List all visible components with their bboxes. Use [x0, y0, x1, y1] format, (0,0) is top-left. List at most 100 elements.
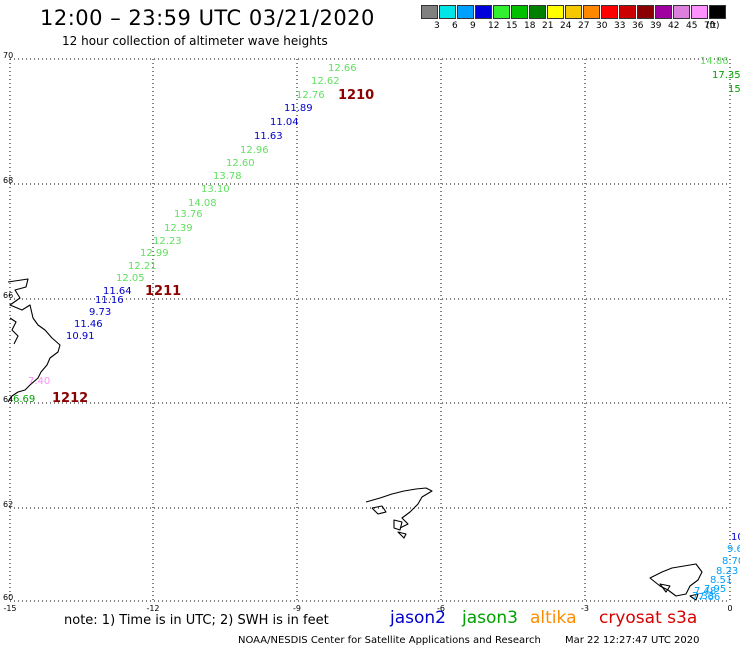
mission-jason3: jason3 — [462, 608, 518, 628]
legend-swatch — [529, 5, 546, 19]
swh-reading: 17.35 — [712, 70, 740, 81]
legend-swatch — [691, 5, 708, 19]
swh-reading: 14.08 — [188, 198, 217, 209]
legend-swatch — [475, 5, 492, 19]
legend-unit: (ft) — [706, 21, 720, 31]
legend-label: 3 — [434, 21, 440, 31]
legend-label: 33 — [614, 21, 626, 31]
legend-swatch — [655, 5, 672, 19]
page-title: 12:00 – 23:59 UTC 03/21/2020 — [40, 6, 375, 30]
swh-reading: 12.60 — [226, 158, 255, 169]
coastline-path — [649, 563, 703, 597]
swh-reading: 8.70 — [722, 556, 740, 567]
y-tick-label: 60 — [3, 593, 13, 602]
swh-reading: 7.95 — [704, 584, 726, 595]
coastline-path — [659, 583, 671, 593]
coastline-path — [397, 531, 407, 539]
swh-reading: 13.78 — [213, 171, 242, 182]
swh-reading: 12.99 — [140, 248, 169, 259]
coastline-path — [7, 278, 61, 403]
coastline-path — [365, 487, 433, 529]
y-tick-label: 62 — [3, 500, 13, 509]
swh-reading: 11.89 — [284, 103, 313, 114]
swh-reading: 12.39 — [164, 223, 193, 234]
coastline-path — [689, 593, 699, 601]
coastline-path — [393, 519, 403, 531]
swh-reading: 11.16 — [95, 295, 124, 306]
coastline-path — [371, 505, 387, 515]
swh-reading: 7.48 — [694, 586, 716, 597]
swh-reading: 10.91 — [66, 331, 95, 342]
axis-labels: -15 -12 -9 -6 -3 0 70 68 66 64 62 60 — [3, 51, 733, 613]
swh-reading: 8.51 — [710, 575, 732, 586]
swh-reading: 7.66 — [698, 592, 720, 603]
swh-reading: 11.64 — [103, 286, 132, 297]
legend-label: 24 — [560, 21, 572, 31]
legend-label: 12 — [488, 21, 500, 31]
legend-swatch — [565, 5, 582, 19]
mission-altika: altika — [530, 608, 577, 628]
legend-swatch — [619, 5, 636, 19]
swh-reading: 11.46 — [74, 319, 103, 330]
legend-swatch — [583, 5, 600, 19]
y-tick-label: 64 — [3, 395, 13, 404]
legend-swatch — [709, 5, 726, 19]
swh-reading: 14.86 — [700, 56, 729, 67]
swh-reading: 7.33 — [692, 591, 714, 602]
legend-swatch — [673, 5, 690, 19]
credit-line: NOAA/NESDIS Center for Satellite Applica… — [238, 635, 541, 646]
swh-reading: 9.73 — [89, 307, 111, 318]
legend-label: 30 — [596, 21, 608, 31]
legend-label: 18 — [524, 21, 536, 31]
lat-lon-grid — [9, 58, 731, 602]
swh-reading: 12.62 — [311, 76, 340, 87]
legend-swatch — [421, 5, 438, 19]
legend-label: 21 — [542, 21, 554, 31]
swh-reading: 12.96 — [240, 145, 269, 156]
legend-label: 39 — [650, 21, 662, 31]
x-tick-label: -6 — [437, 604, 445, 613]
footnote: note: 1) Time is in UTC; 2) SWH is in fe… — [64, 613, 329, 628]
pass-label: 1212 — [52, 391, 88, 406]
legend-swatch — [457, 5, 474, 19]
pass-labels: 1210 1211 1212 — [52, 88, 374, 406]
swh-reading: 9.6 — [727, 544, 740, 555]
x-tick-label: -12 — [146, 604, 159, 613]
x-tick-label: -9 — [293, 604, 301, 613]
legend-label: 27 — [578, 21, 590, 31]
swh-reading: 12.76 — [296, 90, 325, 101]
swh-reading: 10 — [731, 532, 740, 543]
swh-reading: 12.05 — [116, 273, 145, 284]
swh-reading: 13.10 — [201, 184, 230, 195]
swh-reading: 8.23 — [716, 566, 738, 577]
legend-label: 9 — [470, 21, 476, 31]
swh-readings: 12.66 12.62 12.76 11.89 11.04 11.63 12.96 12.60… — [13, 56, 740, 603]
y-tick-label: 68 — [3, 176, 13, 185]
legend-label: 42 — [668, 21, 680, 31]
legend-label: 36 — [632, 21, 644, 31]
x-tick-label: -15 — [3, 604, 16, 613]
color-scale-legend: 3 6 9 12 15 18 21 24 27 30 33 36 39 42 45 70 (ft) — [421, 5, 727, 35]
legend-label: 70 — [704, 21, 716, 31]
x-tick-label: -3 — [581, 604, 589, 613]
swh-reading: 12.21 — [128, 261, 157, 272]
legend-swatch — [493, 5, 510, 19]
page-subtitle: 12 hour collection of altimeter wave hei… — [62, 34, 328, 48]
legend-swatch — [439, 5, 456, 19]
swh-reading: 15 — [728, 84, 740, 95]
y-tick-label: 66 — [3, 291, 13, 300]
generated-timestamp: Mar 22 12:27:47 UTC 2020 — [565, 635, 700, 646]
swh-reading: 13.76 — [174, 209, 203, 220]
legend-swatch — [637, 5, 654, 19]
y-tick-label: 70 — [3, 51, 13, 60]
coastline-path — [9, 317, 19, 345]
mission-cryosat: cryosat s3a — [599, 608, 698, 628]
swh-reading: 12.66 — [328, 63, 357, 74]
pass-label: 1210 — [338, 88, 374, 103]
x-tick-label: 0 — [727, 604, 732, 613]
swh-reading: 6.69 — [13, 394, 35, 405]
coastlines — [7, 278, 703, 601]
legend-label: 15 — [506, 21, 518, 31]
legend-swatch — [547, 5, 564, 19]
